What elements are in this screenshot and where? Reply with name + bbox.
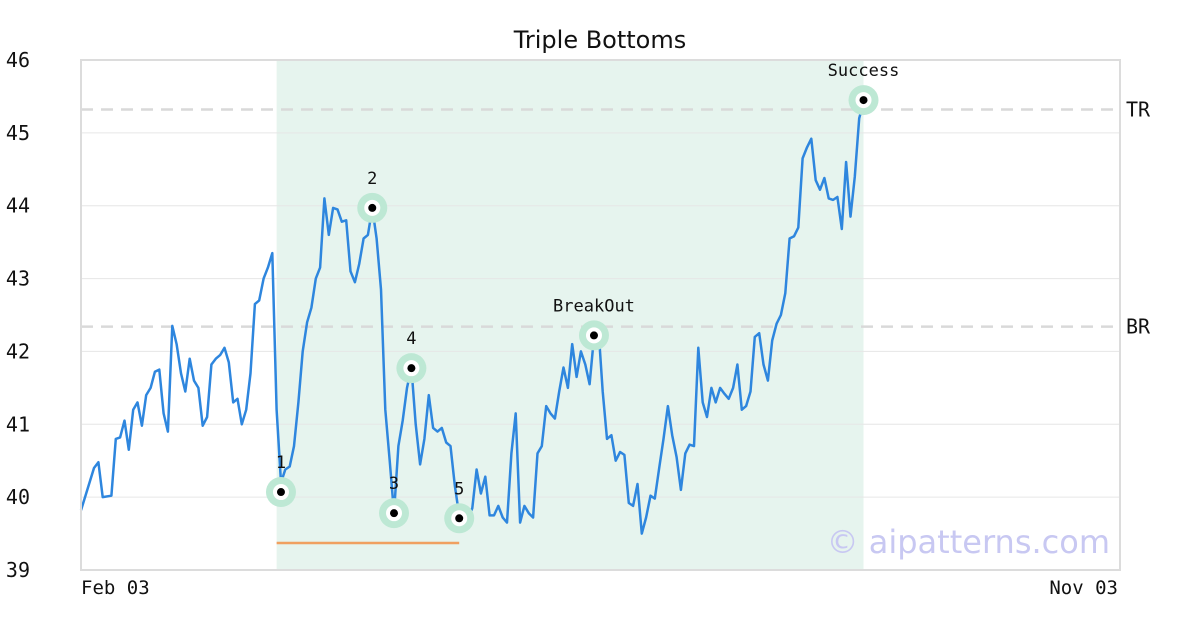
price-series [79,92,870,535]
marker-dot-breakout [589,331,598,340]
y-tick-label: 44 [6,194,30,218]
marker-dot-success [859,96,868,105]
y-axis: 39 40 41 42 43 44 45 46 [6,48,30,582]
marker-dot-1 [276,488,285,497]
y-tick-label: 45 [6,121,30,145]
watermark: © aipatterns.com [827,523,1110,561]
marker-dot-4 [407,364,416,373]
marker-label-success: Success [828,61,900,81]
marker-label-1: 1 [276,453,286,473]
marker-dot-5 [455,514,464,523]
marker-label-breakout: BreakOut [553,296,635,316]
y-tick-label: 42 [6,339,30,363]
level-label-br: BR [1126,315,1151,339]
x-tick-label: Nov 03 [1049,577,1118,599]
y-tick-label: 43 [6,267,30,291]
plot-border [80,59,1121,571]
y-tick-label: 46 [6,48,30,72]
level-label-tr: TR [1126,98,1151,122]
marker-label-5: 5 [454,479,464,499]
y-tick-label: 39 [6,558,30,582]
price-line [79,92,870,535]
chart-title: Triple Bottoms [513,26,687,54]
marker-label-3: 3 [389,474,399,494]
plot-background [276,60,864,570]
pattern-highlight-region [276,60,864,570]
marker-label-4: 4 [406,329,416,349]
marker-dot-2 [368,203,377,212]
plot-frame [80,59,1121,571]
level-lines: TR BR [81,98,1151,339]
y-tick-label: 41 [6,412,30,436]
pattern-markers: 1 2 3 4 5 BreakOut Success [265,61,900,534]
marker-dot-3 [390,509,399,518]
y-tick-label: 40 [6,485,30,509]
x-tick-label: Feb 03 [81,577,150,599]
marker-label-2: 2 [367,169,377,189]
x-axis: Feb 03 Nov 03 [81,577,1118,599]
